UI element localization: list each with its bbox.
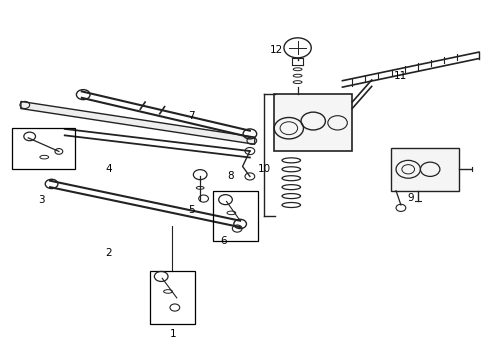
Text: 12: 12 [270,45,283,55]
Bar [12,128,75,169]
Text: 7: 7 [188,111,195,121]
Text: 4: 4 [105,164,112,174]
Text: 5: 5 [188,205,195,215]
Text: 9: 9 [407,193,414,203]
Polygon shape [391,148,460,191]
Text: 1: 1 [170,329,177,339]
Polygon shape [274,94,352,152]
Text: 3: 3 [39,195,45,204]
Text: 6: 6 [220,236,226,246]
Polygon shape [21,102,255,144]
Text: 8: 8 [227,171,234,181]
Text: 2: 2 [105,248,112,258]
Bar [213,192,258,241]
Bar [150,271,195,324]
Text: 10: 10 [258,164,271,174]
Text: 11: 11 [394,71,408,81]
